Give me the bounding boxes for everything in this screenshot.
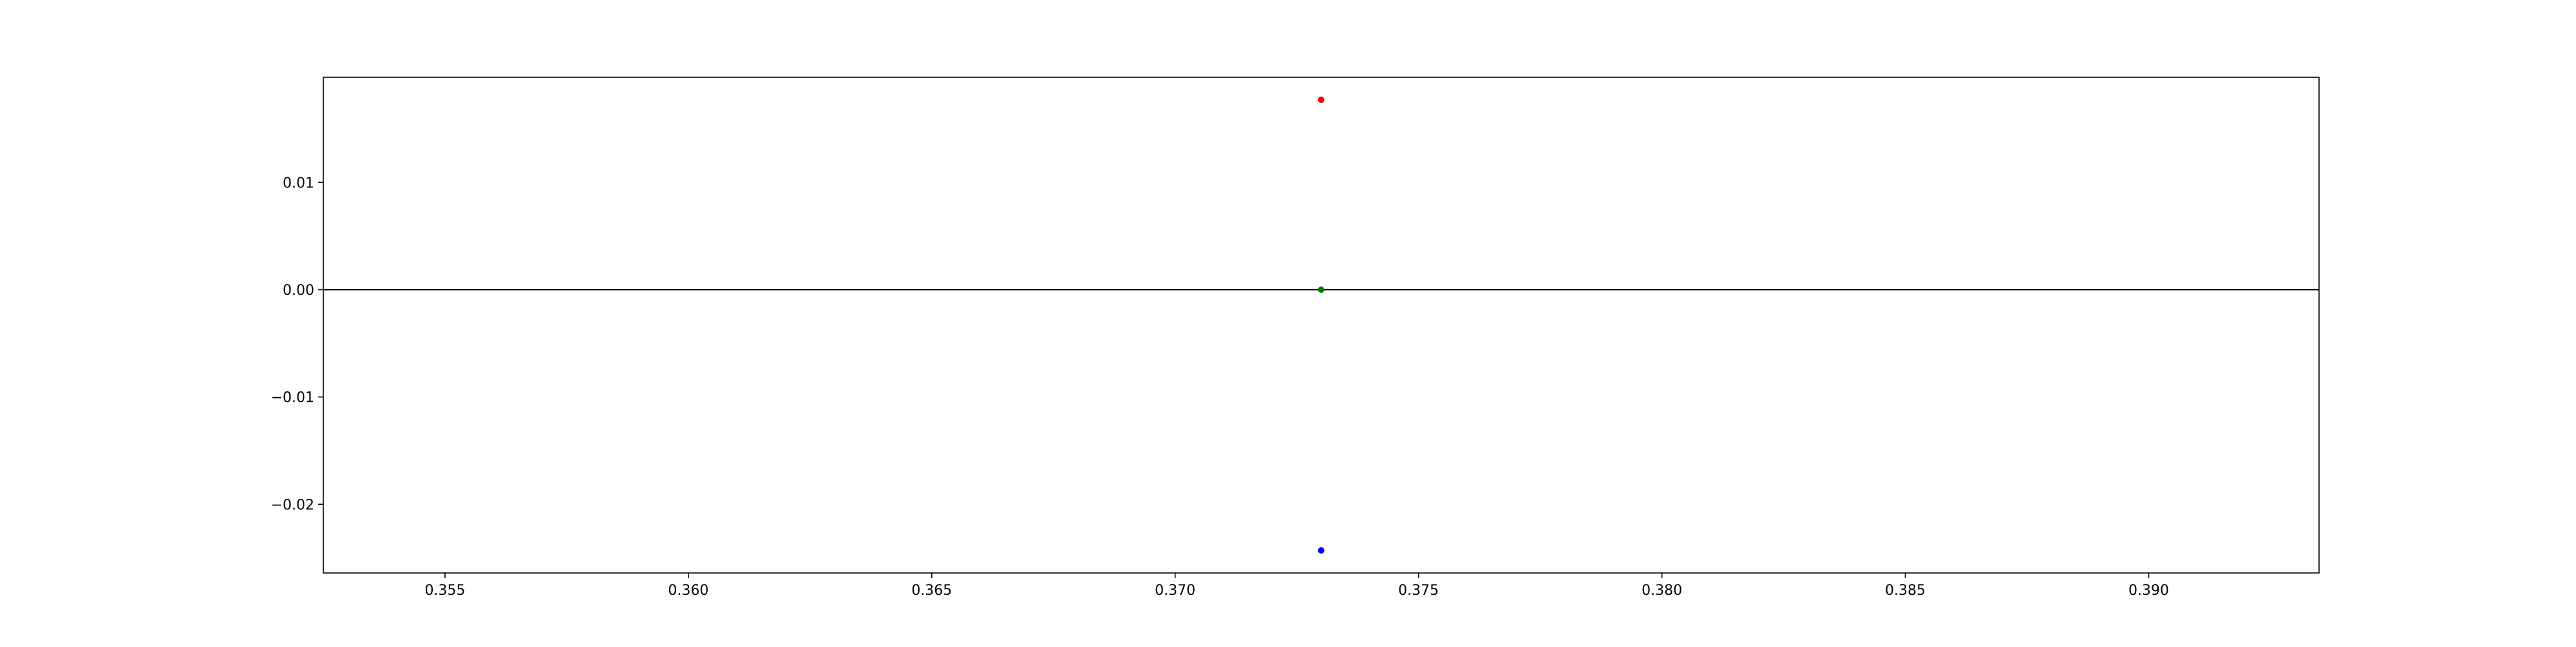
plot-area-frame [323, 77, 2320, 574]
x-tick-label-6: 0.385 [1885, 583, 1926, 599]
y-tick-label-0: 0.01 [283, 175, 314, 191]
data-points [1318, 97, 1325, 554]
x-tick-label-3: 0.370 [1155, 583, 1195, 599]
y-tick-label-3: −0.02 [271, 497, 314, 513]
data-point-0 [1318, 97, 1325, 103]
x-axis: 0.355 0.360 0.365 0.370 0.375 0.380 0.385 0.390 [424, 573, 2169, 599]
data-point-2 [1318, 547, 1325, 554]
x-tick-label-0: 0.355 [424, 583, 465, 599]
x-tick-label-7: 0.390 [2128, 583, 2169, 599]
y-tick-label-2: −0.01 [271, 390, 314, 406]
x-tick-label-5: 0.380 [1642, 583, 1682, 599]
y-axis: 0.01 0.00 −0.01 −0.02 [271, 175, 323, 513]
y-tick-label-1: 0.00 [283, 283, 314, 299]
x-tick-label-2: 0.365 [911, 583, 952, 599]
x-tick-label-1: 0.360 [668, 583, 708, 599]
data-point-1 [1318, 286, 1325, 293]
x-tick-label-4: 0.375 [1398, 583, 1439, 599]
